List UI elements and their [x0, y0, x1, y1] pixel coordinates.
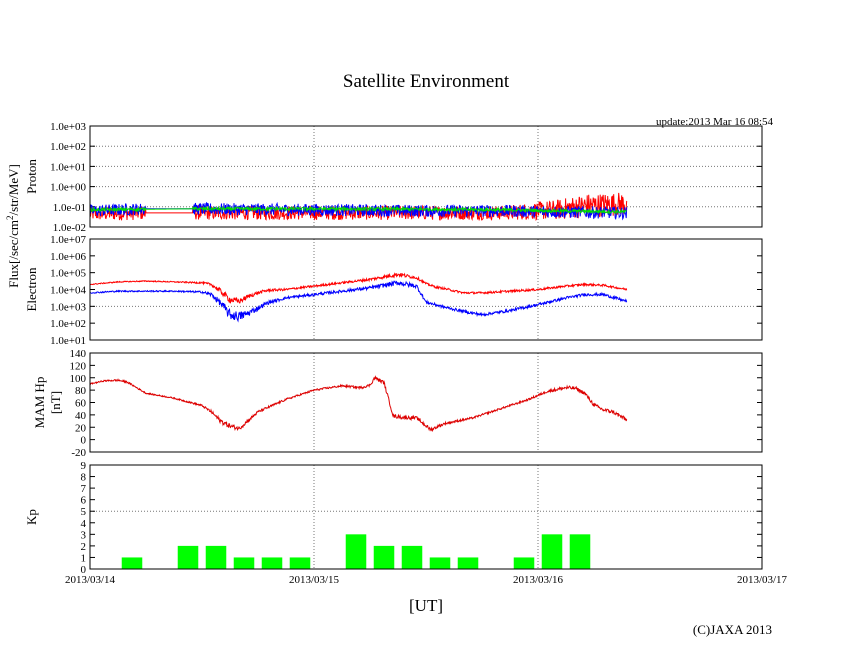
panel-ylabel: Kp: [24, 509, 39, 525]
y-tick-label: 0: [81, 435, 87, 447]
kp-bar: [233, 557, 255, 569]
kp-bar: [429, 557, 451, 569]
y-tick-label: 60: [75, 398, 87, 410]
panel-frame: [89, 352, 763, 453]
kp-bar: [121, 557, 143, 569]
y-tick-label: 1.0e+02: [50, 141, 86, 153]
panel-frame: [89, 238, 763, 341]
y-tick-label: 6: [81, 495, 87, 507]
y-tick-label: 1.0e+02: [50, 318, 86, 330]
y-tick-label: 1.0e-02: [53, 222, 86, 234]
y-tick-label: 20: [75, 422, 87, 434]
y-tick-label: 1.0e+03: [50, 121, 86, 133]
y-tick-label: 1.0e+01: [50, 335, 86, 347]
y-tick-label: 1.0e+05: [50, 268, 86, 280]
y-tick-label: 100: [70, 373, 87, 385]
x-tick-label: 2013/03/14: [65, 574, 116, 586]
kp-bar: [457, 557, 479, 569]
kp-bar: [401, 545, 423, 569]
y-tick-label: 1.0e+04: [50, 285, 86, 297]
y-tick-label: 7: [81, 483, 87, 495]
electron-series-line: [89, 280, 628, 323]
x-tick-label: 2013/03/16: [513, 574, 564, 586]
y-tick-label: 80: [75, 385, 87, 397]
panel-ylabel: Proton: [24, 159, 39, 194]
flux-ylabel: Flux[/sec/cm2/str/MeV]: [5, 164, 21, 288]
y-tick-label: 1.0e+01: [50, 161, 86, 173]
proton-series-line: [89, 205, 627, 215]
y-tick-label: 0: [81, 564, 87, 576]
x-tick-label: 2013/03/17: [737, 574, 788, 586]
y-tick-label: 140: [70, 348, 87, 360]
y-tick-label: 1.0e-01: [53, 202, 86, 214]
panel-ylabel: Electron: [24, 267, 39, 312]
kp-bar: [261, 557, 283, 569]
panel-frame: [89, 464, 763, 570]
panel-ylabel: MAM Hp: [32, 377, 47, 429]
y-tick-label: 40: [75, 410, 87, 422]
y-tick-label: 3: [81, 529, 87, 541]
kp-bar: [177, 545, 199, 569]
kp-bar: [541, 534, 563, 569]
electron-series-line: [89, 272, 628, 304]
y-tick-label: 9: [81, 460, 87, 472]
y-tick-label: 1.0e+03: [50, 301, 86, 313]
panel-frame: [89, 125, 763, 228]
y-tick-label: 1.0e+06: [50, 251, 86, 263]
x-axis-label: [UT]: [409, 596, 443, 615]
kp-bar: [373, 545, 395, 569]
y-tick-label: 4: [81, 518, 87, 530]
update-timestamp: update:2013 Mar 16 08:54: [656, 116, 774, 128]
kp-bar: [569, 534, 591, 569]
y-tick-label: 8: [81, 472, 87, 484]
mam_hp-series-line: [89, 375, 628, 433]
y-tick-label: 5: [81, 506, 87, 518]
kp-bar: [205, 545, 227, 569]
y-tick-label: 2: [81, 541, 87, 553]
chart-title: Satellite Environment: [343, 71, 510, 92]
y-tick-label: 1: [81, 552, 87, 564]
panel-ylabel-unit: [nT]: [48, 391, 63, 414]
copyright: (C)JAXA 2013: [693, 622, 772, 637]
kp-bar: [345, 534, 367, 569]
y-tick-label: -20: [71, 447, 86, 459]
x-tick-label: 2013/03/15: [289, 574, 340, 586]
y-tick-label: 120: [70, 360, 87, 372]
y-tick-label: 1.0e+07: [50, 234, 86, 246]
kp-bar: [513, 557, 535, 569]
kp-bar: [289, 557, 311, 569]
y-tick-label: 1.0e+00: [50, 182, 86, 194]
